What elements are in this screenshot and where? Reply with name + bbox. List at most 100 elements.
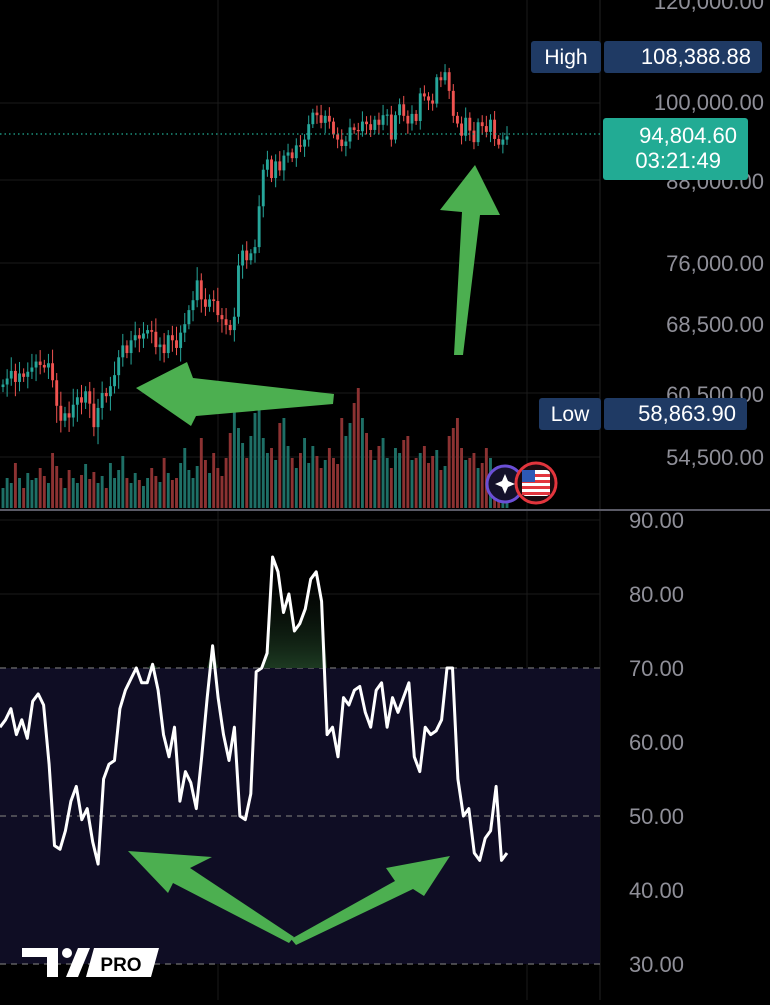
volume-bar [224, 458, 228, 508]
candle-body [84, 391, 88, 403]
high-marker: High 108,388.88 [531, 41, 762, 73]
volume-bar [402, 440, 406, 508]
candle-body [327, 115, 331, 122]
volume-bar [80, 475, 83, 508]
volume-bar [257, 398, 261, 508]
candle-body [290, 152, 294, 159]
candle-body [216, 301, 220, 316]
candlestick-series [1, 64, 509, 445]
candle-body [253, 247, 257, 254]
candle-body [472, 130, 476, 143]
candle-body [125, 345, 129, 354]
candle-body [319, 115, 323, 123]
candle-body [129, 340, 133, 354]
candle-body [323, 115, 327, 123]
us-flag-icon[interactable] [514, 461, 558, 505]
candle-body [278, 161, 282, 171]
volume-bar [311, 446, 315, 508]
candle-body [175, 340, 178, 348]
candle-body [489, 119, 492, 132]
rsi-tick-label: 80.00 [629, 582, 684, 607]
candle-body [146, 330, 150, 334]
candle-body [352, 127, 356, 130]
candle-body [133, 335, 137, 341]
volume-bar [369, 450, 373, 508]
candle-body [162, 344, 166, 354]
candle-body [365, 121, 368, 125]
volume-bar [344, 436, 348, 508]
candle-body [451, 90, 455, 116]
volume-bar [360, 418, 364, 508]
candle-body [460, 123, 464, 136]
volume-bar [67, 470, 71, 508]
candle-body [303, 139, 307, 147]
tradingview-logo: PRO [22, 948, 159, 977]
candle-body [340, 139, 344, 146]
volume-bar [389, 468, 393, 508]
volume-bar [377, 446, 381, 508]
candle-body [261, 169, 265, 207]
low-marker: Low 58,863.90 [539, 398, 747, 430]
rsi-tick-label: 60.00 [629, 730, 684, 755]
candle-body [286, 152, 290, 156]
candle-body [38, 361, 42, 365]
candle-body [315, 112, 319, 116]
candle-body [360, 121, 364, 132]
candle-body [228, 325, 232, 331]
volume-bar [117, 470, 121, 508]
volume-bar [472, 453, 476, 508]
event-markers[interactable] [485, 461, 558, 505]
volume-bar [435, 450, 439, 508]
volume-bar [278, 423, 282, 508]
arrow-up-icon [440, 165, 500, 355]
candle-body [356, 129, 360, 132]
candle-body [435, 77, 439, 104]
volume-bar [191, 478, 195, 508]
arrow-left-icon [136, 362, 334, 426]
volume-bar [232, 408, 236, 508]
candle-body [104, 393, 108, 397]
volume-bar [30, 480, 34, 508]
candle-body [332, 121, 335, 135]
candle-body [431, 100, 435, 104]
volume-bar [352, 403, 356, 508]
candle-body [257, 206, 261, 248]
high-label: High [544, 46, 587, 69]
candle-body [464, 117, 468, 136]
volume-bar [410, 460, 414, 508]
volume-bar [319, 468, 323, 508]
volume-bar [125, 478, 129, 508]
volume-bar [195, 466, 199, 508]
volume-bar [166, 473, 170, 508]
candle-body [158, 344, 162, 348]
candle-body [208, 299, 212, 307]
candle-body [113, 375, 116, 387]
volume-bar [381, 438, 385, 508]
price-tick-label: 54,500.00 [666, 445, 764, 470]
candle-body [191, 300, 195, 311]
rsi-tick-label: 30.00 [629, 952, 684, 977]
volume-bar [108, 463, 112, 508]
low-label: Low [551, 403, 590, 426]
volume-bar [22, 488, 26, 508]
candle-body [137, 335, 141, 339]
volume-bar [307, 463, 311, 508]
volume-bar [55, 466, 59, 508]
rsi-tick-label: 90.00 [629, 508, 684, 533]
volume-bar [261, 438, 265, 508]
candle-body [336, 134, 340, 140]
volume-bar [113, 478, 116, 508]
candle-body [369, 124, 373, 130]
candle-body [13, 370, 17, 382]
volume-bar [406, 436, 410, 508]
candle-body [232, 316, 236, 331]
arrow-lower-right-icon [291, 856, 450, 945]
candle-body [373, 119, 377, 130]
volume-bar [129, 483, 133, 508]
volume-bar [464, 460, 468, 508]
candle-body [34, 361, 38, 368]
volume-bar [51, 453, 55, 508]
volume-bar [158, 482, 162, 508]
last-price-value: 94,804.60 [639, 123, 737, 148]
